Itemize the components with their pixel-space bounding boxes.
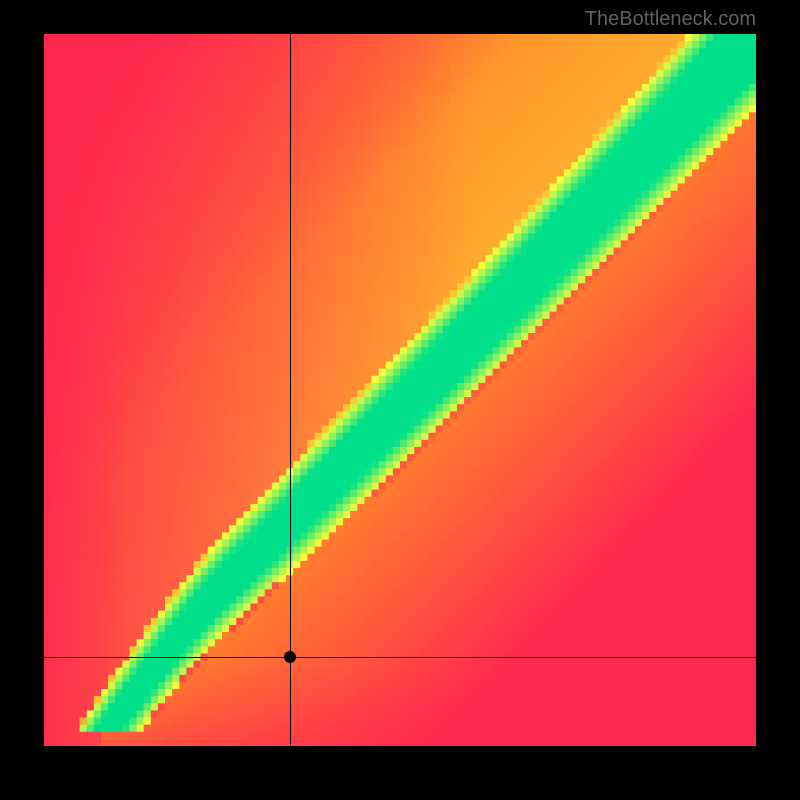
crosshair-horizontal [44, 657, 756, 658]
heatmap-canvas [44, 34, 756, 746]
watermark-text: TheBottleneck.com [585, 8, 756, 31]
crosshair-vertical [290, 34, 291, 746]
crosshair-marker [284, 651, 296, 663]
heatmap-plot [44, 34, 756, 746]
